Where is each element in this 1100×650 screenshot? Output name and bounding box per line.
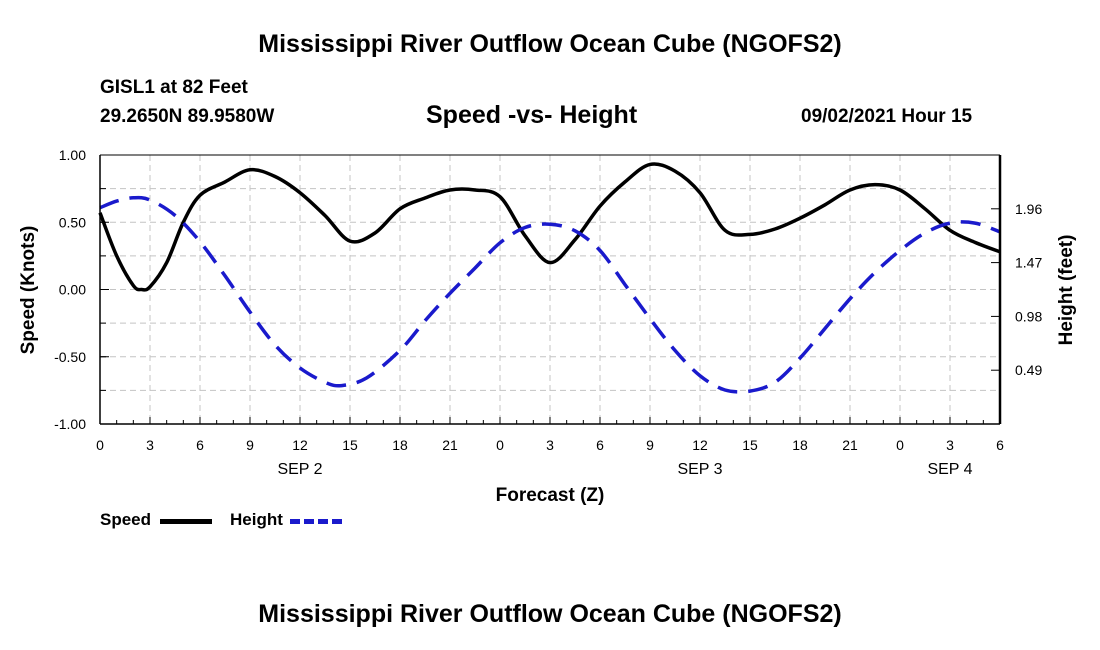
- series-line-speed: [98, 162, 1001, 292]
- x-tick-label: 21: [442, 437, 458, 453]
- date-label: SEP 4: [927, 461, 972, 478]
- x-tick-label: 6: [596, 437, 604, 453]
- x-tick-label: 0: [96, 437, 104, 453]
- x-tick-label: 3: [546, 437, 554, 453]
- x-tick-label: 0: [896, 437, 904, 453]
- x-tick-label: 15: [742, 437, 758, 453]
- date-label: SEP 3: [677, 461, 722, 478]
- x-tick-label: 9: [246, 437, 254, 453]
- series-layer: [98, 162, 1001, 394]
- chart-subtitle: Speed -vs- Height: [426, 101, 638, 129]
- x-tick-label: 3: [146, 437, 154, 453]
- x-tick-label: 6: [196, 437, 204, 453]
- date-label: SEP 2: [277, 461, 322, 478]
- y-tick-label: 0.00: [59, 282, 86, 298]
- y2-axis-label: Height (feet): [1056, 235, 1077, 346]
- y2-tick-label: 1.47: [1015, 255, 1042, 271]
- y-axis-label: Speed (Knots): [18, 226, 39, 355]
- ticks: 0 3 6 9 12 15 18 21 0 3 6 9 12 15 18 21 0 3 6 1.00 0.50 0.00 -…: [54, 147, 1042, 478]
- y-tick-label: 0.50: [59, 214, 86, 230]
- x-tick-label: 18: [792, 437, 808, 453]
- chart-title-top: Mississippi River Outflow Ocean Cube (NG…: [258, 30, 842, 58]
- y-tick-label: 1.00: [59, 147, 86, 163]
- legend-speed-label: Speed: [100, 510, 152, 529]
- x-tick-label: 15: [342, 437, 358, 453]
- series-line-height: [99, 195, 1001, 394]
- x-tick-label: 9: [646, 437, 654, 453]
- x-tick-label: 12: [692, 437, 708, 453]
- y2-tick-label: 1.96: [1015, 201, 1042, 217]
- legend-height-label: Height: [230, 510, 283, 529]
- x-tick-label: 12: [292, 437, 308, 453]
- station-coordinates: 29.2650N 89.9580W: [100, 106, 275, 127]
- station-label: GISL1 at 82 Feet: [100, 77, 248, 98]
- grid: [100, 155, 1000, 424]
- legend-speed-swatch: [160, 519, 212, 524]
- forecast-datetime: 09/02/2021 Hour 15: [801, 106, 973, 127]
- x-tick-label: 18: [392, 437, 408, 453]
- x-tick-label: 0: [496, 437, 504, 453]
- y-tick-label: -1.00: [54, 416, 86, 432]
- y-tick-label: -0.50: [54, 349, 86, 365]
- y2-tick-label: 0.49: [1015, 362, 1042, 378]
- x-tick-label: 6: [996, 437, 1004, 453]
- y2-tick-label: 0.98: [1015, 308, 1042, 324]
- legend-height-swatch: [290, 519, 342, 524]
- chart-title-bottom: Mississippi River Outflow Ocean Cube (NG…: [258, 600, 842, 628]
- x-tick-label: 21: [842, 437, 858, 453]
- x-axis-label: Forecast (Z): [496, 485, 605, 506]
- x-tick-label: 3: [946, 437, 954, 453]
